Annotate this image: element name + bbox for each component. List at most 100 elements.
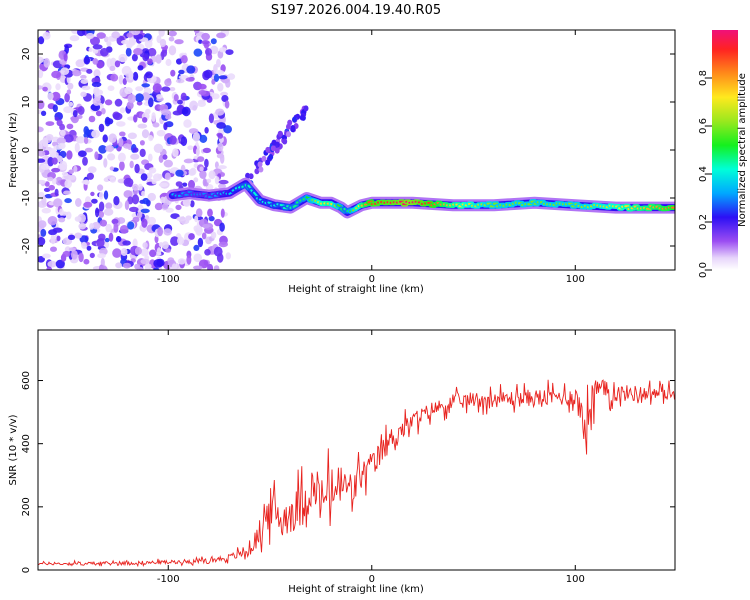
spectrogram-noise-blob xyxy=(121,39,131,45)
spectrogram-noise-blob xyxy=(128,182,133,188)
spectrogram-noise-blob xyxy=(38,179,46,185)
spectrogram-noise-blob xyxy=(147,192,156,202)
spectrogram-noise-blob xyxy=(148,97,154,108)
spectrogram-noise-blob xyxy=(205,48,212,56)
spectrogram-noise-blob xyxy=(71,250,78,260)
spectrogram-noise-blob xyxy=(38,236,46,246)
spectrogram-noise-blob xyxy=(194,215,199,223)
spectrogram-streak-blob xyxy=(265,146,271,153)
spectrogram-noise-blob xyxy=(118,74,124,85)
spectrogram-noise-blob xyxy=(93,69,101,78)
spectrogram-noise-blob xyxy=(164,78,172,87)
snr-x-ticks: -100 0 100 xyxy=(157,330,585,585)
spectrogram-noise-blob xyxy=(183,158,194,164)
spectrogram-noise-blob xyxy=(122,78,127,85)
spectrogram-noise-blob xyxy=(108,133,117,143)
spectrogram-noise-blob xyxy=(59,160,68,171)
spectrogram-noise-blob xyxy=(127,94,136,104)
spectrogram-noise-blob xyxy=(139,140,145,146)
spectrogram-noise-blob xyxy=(105,202,113,210)
spectrogram-noise-blob xyxy=(142,54,149,62)
spectrogram-noise-blob xyxy=(113,223,119,233)
spectrogram-noise-blob xyxy=(126,32,133,38)
spectrogram-noise-blob xyxy=(158,30,165,37)
spectrogram-noise-blob xyxy=(67,82,74,90)
spectrogram-noise-blob xyxy=(199,166,204,172)
spectrogram-noise-blob xyxy=(190,200,195,208)
spectrogram-noise-blob xyxy=(225,252,231,260)
spectrogram-streak-blob xyxy=(278,131,283,137)
spectrogram-streak-blob xyxy=(299,114,305,121)
spectrogram-noise-blob xyxy=(204,69,213,79)
spectrogram-noise-blob xyxy=(176,58,183,65)
spectrogram-noise-blob xyxy=(61,171,69,177)
spectrogram-noise-blob xyxy=(41,195,47,206)
spectrogram-noise-blob xyxy=(97,253,106,259)
spectrogram-noise-blob xyxy=(52,104,58,113)
spectrogram-noise-blob xyxy=(90,36,100,46)
spectrogram-noise-blob xyxy=(51,151,59,158)
spectrogram-noise-blob xyxy=(45,134,54,141)
spectrogram-noise-blob xyxy=(126,43,133,49)
spectrogram-noise-blob xyxy=(44,181,50,187)
spectrogram-noise-blob xyxy=(96,61,104,69)
spectrogram-noise-blob xyxy=(38,191,45,198)
spectrogram-noise-blob xyxy=(202,224,210,229)
spectrogram-trace-core xyxy=(184,193,190,196)
spectrogram-noise-blob xyxy=(98,201,105,212)
spectrogram-noise-blob xyxy=(67,175,76,181)
spectrogram-noise-blob xyxy=(204,249,211,256)
spectrogram-noise-blob xyxy=(66,123,74,130)
spectrogram-noise-blob xyxy=(185,77,195,82)
spectrogram-noise-blob xyxy=(105,145,115,152)
spectrogram-noise-blob xyxy=(172,148,179,158)
spectrogram-noise-blob xyxy=(162,154,168,160)
spectrogram-noise-blob xyxy=(151,179,157,185)
spectrogram-noise-blob xyxy=(47,176,54,182)
spectrogram-noise-blob xyxy=(83,258,90,265)
spectrogram-noise-blob xyxy=(45,121,55,126)
spectrogram-noise-blob xyxy=(92,44,103,50)
spectrogram-noise-blob xyxy=(204,127,209,134)
spectrogram-y-label: Frequency (Hz) xyxy=(8,112,19,188)
spectrogram-noise-blob xyxy=(219,47,227,53)
spectrogram-noise-blob xyxy=(141,83,150,88)
spectrogram-noise-blob xyxy=(137,65,144,71)
spectrogram-noise-blob xyxy=(153,173,162,182)
spectrogram-noise-blob xyxy=(132,71,139,81)
spectrogram-streak-blob xyxy=(286,123,291,130)
spectrogram-streak-blob xyxy=(248,173,254,180)
spectrogram-noise-blob xyxy=(64,179,72,189)
spectrogram-noise-blob xyxy=(216,58,221,68)
spectrogram-noise-blob xyxy=(153,143,164,153)
spectrogram-noise-blob xyxy=(210,231,217,239)
spectrogram-noise-blob xyxy=(158,154,164,163)
spectrogram-noise-blob xyxy=(180,92,187,101)
spectrogram-noise-blob xyxy=(117,152,126,162)
spectrogram-noise-blob xyxy=(47,92,54,100)
spectrogram-trace-core xyxy=(336,204,343,208)
spectrogram-noise-blob xyxy=(119,161,125,171)
spectrogram-noise-blob xyxy=(55,83,61,91)
spectrogram-noise-blob xyxy=(38,220,47,229)
spectrogram-noise-blob xyxy=(51,157,58,165)
spectrogram-noise-blob xyxy=(53,198,63,208)
spectrogram-noise-blob xyxy=(126,101,134,110)
spectrogram-noise-blob xyxy=(129,206,139,213)
spectrogram-noise-blob xyxy=(40,164,51,170)
spectrogram-noise-blob xyxy=(47,216,58,226)
spectrogram-noise-blob xyxy=(136,211,143,219)
colorbar: 0.0 0.2 0.4 0.6 0.8 Normalized spectral ampl… xyxy=(698,30,748,278)
spectrogram-noise-blob xyxy=(64,44,69,54)
spectrogram-noise-blob xyxy=(123,143,131,149)
spectrogram-noise-blob xyxy=(58,142,66,150)
colorbar-tick-label: 0.4 xyxy=(698,166,709,182)
spectrogram-x-ticks: -100 0 100 xyxy=(157,30,585,285)
spectrogram-noise-blob xyxy=(193,265,203,270)
spectrogram-noise-blob xyxy=(60,67,70,75)
spectrogram-noise-blob xyxy=(47,156,54,167)
spectrogram-noise-blob xyxy=(139,148,146,158)
spectrogram-noise-blob xyxy=(48,184,55,191)
spectrogram-noise-blob xyxy=(95,207,100,218)
